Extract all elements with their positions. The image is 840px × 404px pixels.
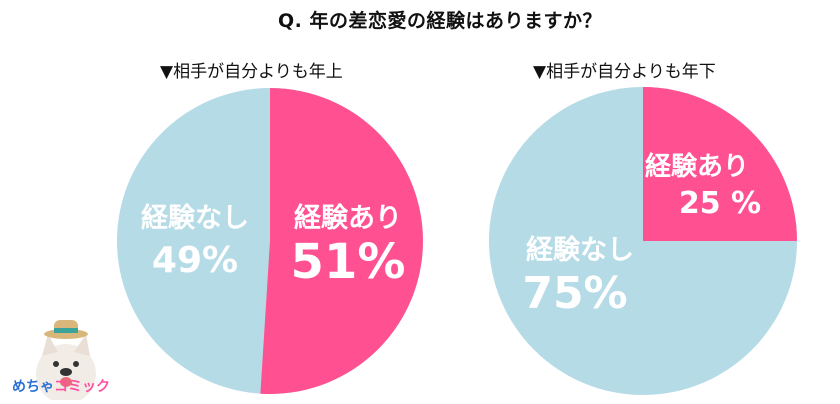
right-pie — [489, 87, 797, 395]
left-no-label: 経験なし — [141, 203, 249, 234]
chart-title: Q. 年の差恋愛の経験はありますか？ — [278, 10, 602, 32]
right-yes-label: 経験あり — [645, 152, 750, 182]
right-no-label: 経験なし — [526, 235, 634, 266]
right-yes-value: 25 % — [678, 186, 762, 221]
right-no-value: 75% — [522, 268, 628, 319]
right-pie-yes-slice — [643, 87, 797, 241]
brand-logo: めちゃコミック — [8, 316, 112, 404]
left-pie — [117, 88, 423, 394]
dog-mascot-icon — [36, 320, 96, 404]
left-yes-label: 経験あり — [294, 203, 402, 234]
left-no-value: 49% — [151, 240, 239, 281]
right-chart-subtitle: ▼相手が自分よりも年下 — [533, 62, 716, 82]
left-pie-yes-slice — [260, 88, 423, 394]
left-chart-subtitle: ▼相手が自分よりも年上 — [160, 62, 343, 82]
logo-text: めちゃコミック — [12, 379, 110, 395]
left-yes-value: 51% — [290, 234, 406, 290]
